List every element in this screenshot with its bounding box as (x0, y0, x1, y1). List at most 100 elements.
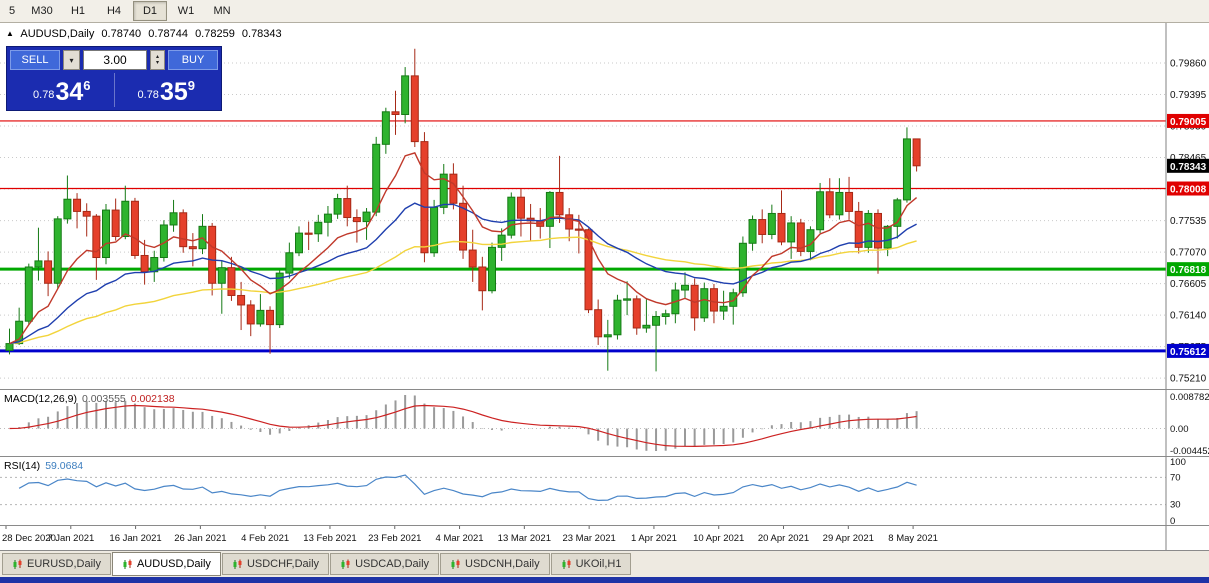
macd-axis-label: -0.004452 (1170, 446, 1209, 456)
candle-body (15, 320, 24, 345)
price-line-tag (1167, 158, 1209, 173)
candle-body (73, 198, 82, 212)
timeframe-button-w1[interactable]: W1 (177, 5, 195, 17)
price-line-tag (1167, 113, 1209, 128)
symbol-direction-icon: ▲ (6, 29, 14, 38)
candle-body (787, 222, 796, 243)
chart-tab-usdcad[interactable]: USDCAD,Daily (330, 553, 440, 575)
price-chart-panel: 0.798600.793950.789300.784650.780000.775… (0, 23, 1209, 390)
chart-tabs-bar: EURUSD,Daily AUDUSD,Daily USDCHF,Daily U… (0, 551, 1209, 577)
chart-tab-audusd[interactable]: AUDUSD,Daily (111, 552, 221, 576)
candle-body (121, 200, 130, 237)
rsi-value: 59.0684 (45, 460, 84, 472)
candle-body (719, 305, 728, 312)
timeframe-button-m5[interactable]: 5 (8, 5, 16, 17)
price-line-tag-label: 0.78343 (1170, 162, 1207, 173)
candle-body (642, 324, 651, 329)
candle-body (594, 309, 603, 338)
candle-body (758, 219, 767, 235)
candle-body (893, 199, 902, 227)
chart-tab-label: USDCHF,Daily (246, 558, 320, 570)
candle-body (439, 173, 448, 208)
candle-body (352, 217, 361, 223)
candle-body (266, 309, 275, 326)
candle-body (883, 225, 892, 249)
volume-up-icon[interactable]: ▴ (155, 54, 159, 60)
candle-body (767, 212, 776, 235)
chart-tab-ukoil[interactable]: UKOil,H1 (550, 553, 632, 575)
candle-body (555, 191, 564, 216)
volume-dropdown-button[interactable]: ▾ (63, 50, 80, 70)
candle-body (227, 267, 236, 296)
candle-body (574, 228, 583, 231)
timeframe-button-h1[interactable]: H1 (70, 5, 86, 17)
volume-spinner[interactable]: ▴ ▾ (150, 50, 165, 70)
price-axis-label: 0.79395 (1170, 90, 1207, 101)
chart-tab-label: EURUSD,Daily (27, 558, 101, 570)
macd-label: MACD(12,26,9) 0.003555 0.002138 (4, 393, 180, 405)
date-tick-label: 29 Apr 2021 (823, 533, 874, 544)
date-tick-label: 4 Feb 2021 (241, 533, 289, 544)
candle-body (285, 252, 294, 274)
chart-header: ▲ AUDUSD,Daily 0.78740 0.78744 0.78259 0… (6, 28, 286, 40)
timeframe-button-mn[interactable]: MN (213, 5, 231, 17)
chart-tab-usdchf[interactable]: USDCHF,Daily (221, 553, 330, 575)
date-tick-label: 23 Mar 2021 (562, 533, 615, 544)
date-tick-label: 13 Feb 2021 (303, 533, 356, 544)
price-line-tag (1167, 181, 1209, 196)
candle-body (295, 232, 303, 254)
timeframe-button-m30[interactable]: M30 (31, 5, 53, 17)
candle-body (565, 214, 574, 230)
candle-body (497, 234, 506, 248)
price-axis-label: 0.78465 (1170, 153, 1207, 164)
moving-average-line-24 (9, 202, 917, 345)
candle-body (864, 212, 873, 248)
ohlc-open: 0.78740 (101, 28, 142, 40)
candle-body (362, 211, 371, 223)
candle-body (140, 254, 149, 273)
candle-body (246, 304, 255, 325)
candle-body (854, 210, 863, 248)
candle-body (652, 315, 661, 326)
sell-button[interactable]: SELL (10, 50, 60, 70)
trade-controls-row: SELL ▾ 3.00 ▴ ▾ BUY (10, 50, 218, 70)
macd-axis-label: 0.008782 (1170, 392, 1209, 403)
trade-prices-row: 0.78 34 6 0.78 35 9 (10, 73, 218, 107)
buy-price-main: 35 (159, 78, 188, 106)
macd-canvas[interactable]: 0.008782 0.00 -0.004452 (0, 390, 1209, 456)
candle-body (449, 173, 458, 204)
timeframe-button-h4[interactable]: H4 (106, 5, 122, 17)
macd-axis-label: 0.00 (1170, 424, 1189, 435)
buy-price-prefix: 0.78 (137, 89, 159, 101)
one-click-trading-panel: SELL ▾ 3.00 ▴ ▾ BUY 0.78 34 6 0.78 35 (6, 46, 222, 111)
candle-body (796, 222, 805, 252)
rsi-line (18, 474, 917, 502)
candle-body (603, 334, 612, 338)
date-tick-label: 7 Jan 2021 (47, 533, 94, 544)
timeframe-toolbar: 5 M30 H1 H4 D1 W1 MN (0, 0, 1209, 23)
chart-tab-eurusd[interactable]: EURUSD,Daily (2, 553, 111, 575)
candle-body (314, 221, 323, 235)
candle-body (632, 298, 641, 329)
volume-input[interactable]: 3.00 (83, 50, 147, 70)
chart-tab-usdcnh[interactable]: USDCNH,Daily (440, 553, 550, 575)
candle-body (507, 196, 516, 236)
timeframe-button-d1[interactable]: D1 (133, 1, 167, 21)
macd-signal-line (9, 404, 917, 448)
sell-price-prefix: 0.78 (33, 89, 55, 101)
volume-down-icon[interactable]: ▾ (155, 60, 159, 66)
candlestick-chart-icon (123, 559, 132, 569)
date-tick-label: 1 Apr 2021 (631, 533, 677, 544)
candle-body (401, 75, 410, 115)
rsi-canvas[interactable]: 100 70 30 0 (0, 457, 1209, 525)
chart-tab-label: UKOil,H1 (575, 558, 622, 570)
sell-price-display[interactable]: 0.78 34 6 (10, 73, 114, 107)
buy-price-display[interactable]: 0.78 35 9 (113, 73, 219, 107)
chart-title: AUDUSD,Daily (20, 28, 95, 40)
price-line-tag-label: 0.75612 (1170, 347, 1207, 358)
price-chart-canvas[interactable]: 0.798600.793950.789300.784650.780000.775… (0, 23, 1209, 389)
candle-body (92, 215, 101, 259)
time-axis: 28 Dec 2020 7 Jan 2021 16 Jan 2021 26 Jan 2… (0, 526, 1209, 551)
buy-button[interactable]: BUY (168, 50, 218, 70)
